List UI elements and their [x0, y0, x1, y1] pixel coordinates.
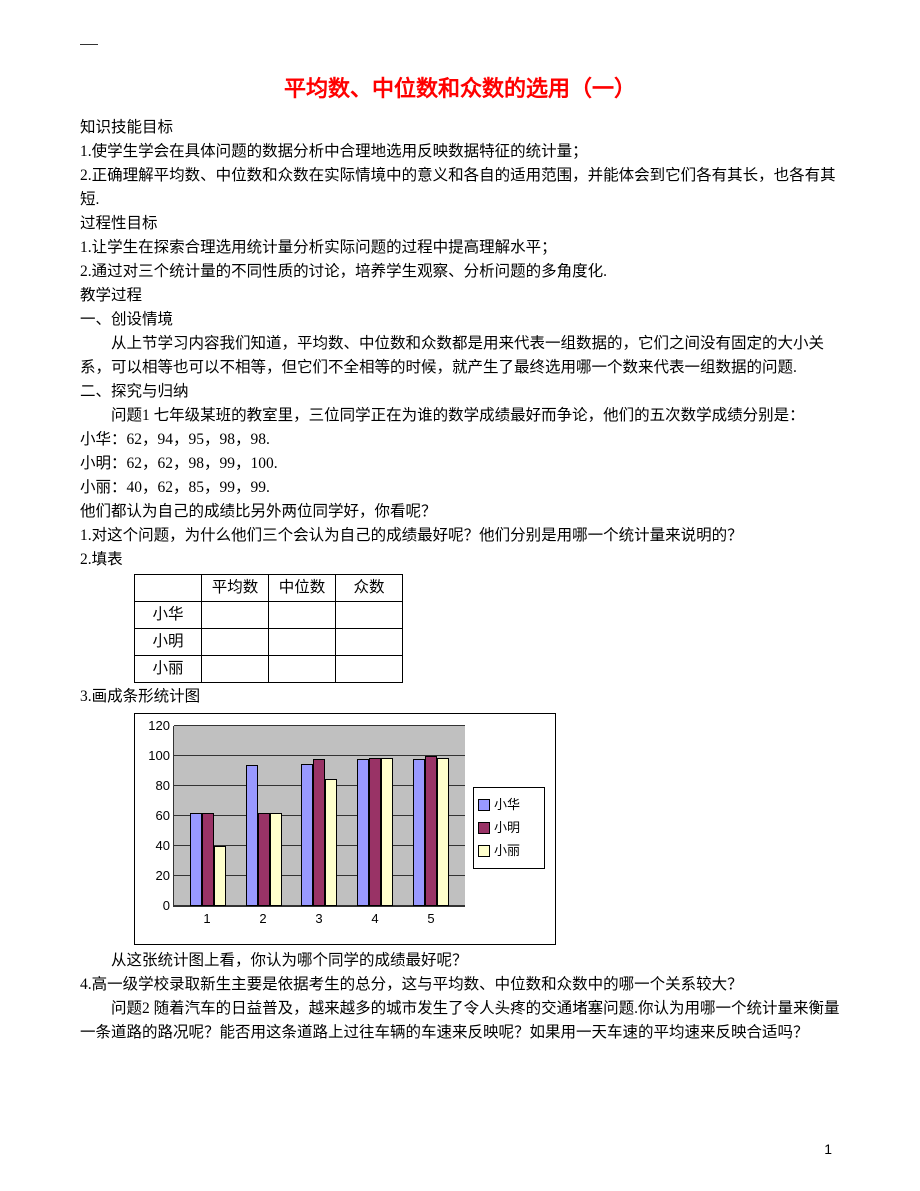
y-tick-label: 120 [144, 716, 170, 736]
legend-label: 小丽 [494, 841, 520, 861]
bar [413, 759, 425, 906]
table-cell [202, 602, 269, 629]
chart-legend: 小华小明小丽 [473, 787, 545, 869]
bar [190, 813, 202, 906]
xm-scores: 小明：62，62，98，99，100. [80, 452, 840, 476]
bar [369, 758, 381, 907]
process-1: 1.让学生在探索合理选用统计量分析实际问题的过程中提高理解水平； [80, 236, 840, 260]
table-cell [269, 656, 336, 683]
x-tick-label: 4 [371, 909, 378, 929]
y-tick-label: 80 [144, 776, 170, 796]
row-xm: 小明 [135, 629, 202, 656]
table-cell [336, 656, 403, 683]
x-tick-label: 1 [203, 909, 210, 929]
table-blank-cell [135, 575, 202, 602]
bar [357, 759, 369, 906]
chart-plot-area: 020406080100120 [173, 726, 465, 907]
legend-item: 小明 [478, 818, 540, 838]
table-cell [202, 656, 269, 683]
y-tick-label: 0 [144, 896, 170, 916]
x-tick-label: 5 [427, 909, 434, 929]
legend-item: 小华 [478, 795, 540, 815]
bar [301, 764, 313, 907]
col-mean: 平均数 [202, 575, 269, 602]
teach-header: 教学过程 [80, 284, 840, 308]
x-axis-labels: 1 2 3 4 5 [173, 907, 465, 929]
skill-2: 2.正确理解平均数、中位数和众数在实际情境中的意义和各自的适用范围，并能体会到它… [80, 164, 840, 212]
y-tick-label: 20 [144, 866, 170, 886]
chart-after: 从这张统计图上看，你认为哪个同学的成绩最好呢？ [80, 949, 840, 973]
legend-swatch [478, 845, 490, 857]
page-number: 1 [824, 1139, 832, 1161]
table-cell [202, 629, 269, 656]
y-tick-label: 40 [144, 836, 170, 856]
xh-scores: 小华：62，94，95，98，98. [80, 428, 840, 452]
bar [270, 813, 282, 906]
bar [381, 758, 393, 907]
y-tick-label: 60 [144, 806, 170, 826]
part1-header: 一、创设情境 [80, 308, 840, 332]
xl-scores: 小丽：40，62，85，99，99. [80, 476, 840, 500]
legend-item: 小丽 [478, 841, 540, 861]
stats-table: 平均数 中位数 众数 小华 小明 小丽 [134, 574, 403, 683]
table-cell [269, 602, 336, 629]
process-header: 过程性目标 [80, 212, 840, 236]
bar [214, 846, 226, 906]
skill-1: 1.使学生学会在具体问题的数据分析中合理地选用反映数据特征的统计量； [80, 140, 840, 164]
decorative-line [80, 44, 98, 45]
col-mode: 众数 [336, 575, 403, 602]
bar [425, 756, 437, 906]
x-tick-label: 2 [259, 909, 266, 929]
bar [313, 759, 325, 906]
process-2: 2.通过对三个统计量的不同性质的讨论，培养学生观察、分析问题的多角度化. [80, 260, 840, 284]
table-cell [336, 629, 403, 656]
q2: 问题2 随着汽车的日益普及，越来越多的城市发生了令人头疼的交通堵塞问题.你认为用… [80, 997, 840, 1045]
bar [437, 758, 449, 907]
q1-2: 2.填表 [80, 548, 840, 572]
bar [246, 765, 258, 906]
legend-label: 小明 [494, 818, 520, 838]
bar [202, 813, 214, 906]
part1-text: 从上节学习内容我们知道，平均数、中位数和众数都是用来代表一组数据的，它们之间没有… [80, 332, 840, 380]
col-median: 中位数 [269, 575, 336, 602]
part2-header: 二、探究与归纳 [80, 380, 840, 404]
q1-1: 1.对这个问题，为什么他们三个会认为自己的成绩最好呢？他们分别是用哪一个统计量来… [80, 524, 840, 548]
legend-swatch [478, 822, 490, 834]
skill-header: 知识技能目标 [80, 116, 840, 140]
table-cell [269, 629, 336, 656]
bar [258, 813, 270, 906]
legend-label: 小华 [494, 795, 520, 815]
table-cell [336, 602, 403, 629]
bar-chart: 020406080100120 12345 小华小明小丽 [134, 713, 556, 944]
row-xl: 小丽 [135, 656, 202, 683]
row-xh: 小华 [135, 602, 202, 629]
they-text: 他们都认为自己的成绩比另外两位同学好，你看呢？ [80, 500, 840, 524]
y-tick-label: 100 [144, 746, 170, 766]
x-tick-label: 3 [315, 909, 322, 929]
q1-3: 3.画成条形统计图 [80, 685, 840, 709]
bar [325, 779, 337, 907]
page-title: 平均数、中位数和众数的选用（一） [80, 72, 840, 106]
q1-intro: 问题1 七年级某班的教室里，三位同学正在为谁的数学成绩最好而争论，他们的五次数学… [80, 404, 840, 428]
legend-swatch [478, 799, 490, 811]
q1-4: 4.高一级学校录取新生主要是依据考生的总分，这与平均数、中位数和众数中的哪一个关… [80, 973, 840, 997]
